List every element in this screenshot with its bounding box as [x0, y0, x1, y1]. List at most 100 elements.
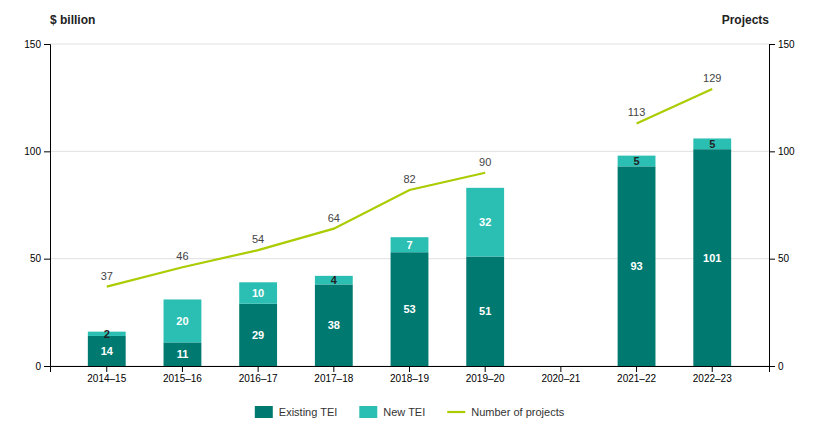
bar	[466, 188, 504, 257]
y2-tick: 50	[769, 253, 790, 264]
x-tick-label: 2017–18	[314, 373, 353, 384]
data-label: 51	[479, 305, 491, 317]
legend-label: New TEI	[383, 406, 425, 418]
data-label: 5	[633, 155, 639, 167]
marks	[88, 89, 731, 366]
data-label: 20	[176, 315, 188, 327]
x-tick-mark	[258, 366, 259, 372]
data-label: 32	[479, 216, 491, 228]
y-tick-mark	[44, 366, 50, 367]
legend-item: Existing TEI	[255, 406, 338, 418]
data-label: 46	[176, 250, 188, 262]
x-tick: 2017–18	[314, 366, 353, 384]
y2-tick: 100	[769, 146, 795, 157]
bar	[391, 252, 429, 366]
bar	[164, 342, 202, 366]
x-tick-label: 2022–23	[693, 373, 732, 384]
plot: 2014–15 2015–16 2016–17 2017–18 2018–19 2019–…	[24, 13, 795, 418]
y-tick-mark	[44, 259, 50, 260]
y2-tick: 0	[769, 361, 784, 372]
legend: Existing TEI New TEI Number of projects	[255, 406, 565, 418]
data-label: 101	[703, 252, 721, 264]
axis-line	[770, 45, 776, 367]
x-tick-label: 2014–15	[87, 373, 126, 384]
data-label: 11	[177, 348, 189, 360]
data-label: 38	[328, 319, 340, 331]
bar	[391, 237, 429, 252]
bar	[693, 138, 731, 149]
data-label: 129	[703, 72, 721, 84]
y2-tick-mark	[769, 366, 775, 367]
line	[637, 89, 713, 123]
x-axis: 2014–15 2015–16 2016–17 2017–18 2018–19 2019–…	[51, 366, 770, 384]
y-tick: 100	[24, 146, 50, 157]
data-label: 37	[101, 270, 113, 282]
bar	[239, 282, 277, 303]
y-tick: 50	[30, 253, 50, 264]
y-tick-label: 50	[30, 253, 42, 264]
data-label: 113	[628, 106, 646, 118]
line	[107, 173, 485, 287]
y2-tick: 150	[769, 39, 795, 50]
y-tick-label: 0	[35, 361, 41, 372]
y2-axis-title: Projects	[722, 13, 770, 27]
legend-swatch	[447, 411, 465, 413]
y-tick-label: 150	[24, 39, 41, 50]
y-tick-label: 100	[24, 146, 41, 157]
x-tick-mark	[106, 366, 107, 372]
bar	[693, 149, 731, 366]
y-axis-title: $ billion	[50, 13, 95, 27]
x-tick: 2020–21	[541, 366, 580, 384]
bar	[88, 336, 126, 366]
x-tick: 2014–15	[87, 366, 126, 384]
x-tick: 2021–22	[617, 366, 656, 384]
axis-line	[44, 45, 51, 367]
data-label: 10	[252, 287, 264, 299]
data-label: 29	[252, 329, 264, 341]
data-label: 14	[101, 345, 114, 357]
x-tick-label: 2018–19	[390, 373, 429, 384]
y-tick-mark	[44, 151, 50, 152]
bar	[618, 166, 656, 366]
axis-line	[51, 367, 770, 373]
legend-label: Existing TEI	[279, 406, 338, 418]
legend-label: Number of projects	[471, 406, 564, 418]
legend-item: Number of projects	[447, 406, 564, 418]
x-tick-label: 2020–21	[541, 373, 580, 384]
x-tick-label: 2019–20	[466, 373, 505, 384]
bar	[164, 299, 202, 342]
data-label: 53	[403, 303, 415, 315]
bar	[618, 156, 656, 167]
y2-tick-label: 100	[778, 146, 795, 157]
data-label: 90	[479, 156, 491, 168]
data-label: 82	[403, 173, 415, 185]
bar	[466, 257, 504, 366]
legend-item: New TEI	[359, 406, 425, 418]
y-tick-mark	[44, 44, 50, 45]
bar	[542, 366, 580, 367]
x-tick: 2018–19	[390, 366, 429, 384]
data-label: 2	[104, 328, 110, 340]
x-tick: 2016–17	[239, 366, 278, 384]
x-tick-label: 2015–16	[163, 373, 202, 384]
x-tick-label: 2016–17	[239, 373, 278, 384]
data-label: 7	[406, 239, 412, 251]
y2-tick-label: 0	[778, 361, 784, 372]
data-label: 4	[331, 274, 338, 286]
data-label: 64	[328, 212, 340, 224]
x-tick-mark	[712, 366, 713, 372]
y-axis: 0 50 100 150	[24, 39, 50, 372]
y-tick: 0	[35, 361, 50, 372]
data-label: 54	[252, 233, 264, 245]
data-labels: 1411293853519310122010473255374654648290…	[101, 72, 722, 360]
bar	[315, 284, 353, 366]
x-tick-mark	[560, 366, 561, 372]
grid	[50, 44, 769, 366]
legend-swatch	[255, 406, 273, 418]
x-tick: 2015–16	[163, 366, 202, 384]
x-tick-mark	[333, 366, 334, 372]
y2-axis: 0 50 100 150	[769, 39, 795, 372]
y-tick: 150	[24, 39, 50, 50]
grid-line	[50, 151, 769, 152]
y2-tick-mark	[769, 151, 775, 152]
